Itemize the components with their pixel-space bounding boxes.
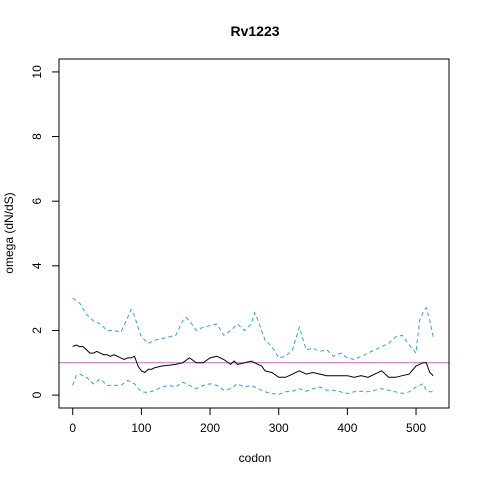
- y-tick-label: 8: [30, 133, 44, 140]
- y-axis-label: omega (dN/dS): [2, 192, 16, 273]
- x-tick-label: 400: [337, 421, 357, 435]
- x-tick-label: 500: [406, 421, 426, 435]
- y-tick-label: 0: [30, 391, 44, 398]
- chart-title: Rv1223: [230, 23, 279, 39]
- y-tick-label: 6: [30, 198, 44, 205]
- x-tick-label: 0: [69, 421, 76, 435]
- x-tick-label: 100: [131, 421, 151, 435]
- x-axis-label: codon: [239, 451, 272, 465]
- x-tick-label: 200: [200, 421, 220, 435]
- y-tick-label: 2: [30, 327, 44, 334]
- plot-area: [59, 297, 449, 395]
- x-tick-label: 300: [269, 421, 289, 435]
- y-tick-label: 4: [30, 262, 44, 269]
- lower-bound-series-line: [72, 373, 434, 395]
- estimate-series-line: [72, 344, 434, 378]
- y-tick-label: 10: [30, 65, 44, 79]
- plot-frame: [58, 58, 450, 409]
- upper-bound-series-line: [72, 297, 434, 361]
